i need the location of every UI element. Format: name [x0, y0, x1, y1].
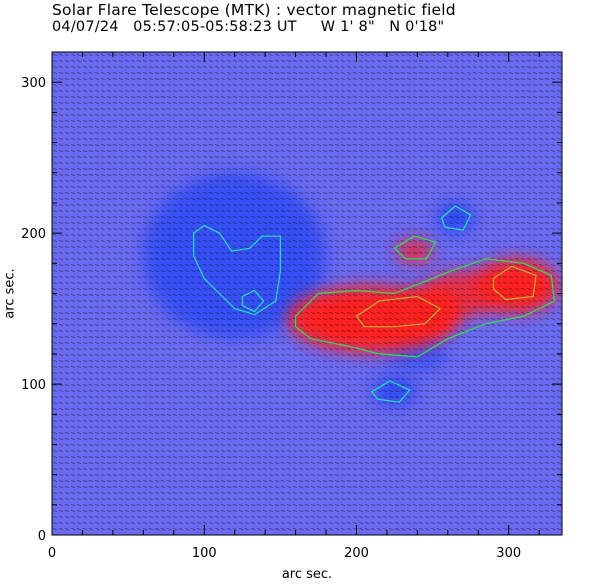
positive-polarity-region: [396, 239, 433, 264]
figure-subtitle: 04/07/24 05:57:05-05:58:23 UT W 1' 8" N …: [52, 19, 445, 35]
arrow-field: [52, 53, 562, 531]
green-contour: [295, 258, 556, 358]
cyan-contour: [193, 225, 281, 316]
cyan-contour: [371, 380, 411, 403]
x-tick-label: 0: [48, 546, 56, 561]
negative-polarity-region: [373, 376, 416, 407]
negative-polarity-region: [143, 172, 327, 339]
axes: 0 100 200 300 0 100 200 300 arc sec. arc sec.: [3, 52, 562, 582]
cyan-contour: [241, 289, 265, 313]
x-tick-label: 300: [496, 546, 521, 561]
x-axis-label: arc sec.: [282, 567, 332, 582]
cyan-contour: [441, 205, 472, 231]
figure-title: Solar Flare Telescope (MTK) : vector mag…: [52, 1, 456, 19]
y-tick-label: 300: [21, 76, 46, 91]
x-tick-label: 200: [344, 546, 369, 561]
vector-arrows: [52, 53, 562, 531]
y-tick-label: 200: [21, 227, 46, 242]
y-tick-label: 100: [21, 378, 46, 393]
y-axis-label: arc sec.: [3, 268, 18, 318]
negative-polarity-region: [437, 202, 474, 234]
olive-contour: [355, 295, 441, 328]
figure-title-block: Solar Flare Telescope (MTK) : vector mag…: [52, 2, 456, 36]
positive-polarity-region: [424, 270, 502, 317]
green-contour: [393, 235, 437, 260]
x-tick-label: 100: [192, 546, 217, 561]
field-image: [52, 52, 562, 535]
y-tick-label: 0: [38, 529, 46, 544]
contours: [193, 205, 556, 403]
olive-contour: [492, 265, 537, 301]
